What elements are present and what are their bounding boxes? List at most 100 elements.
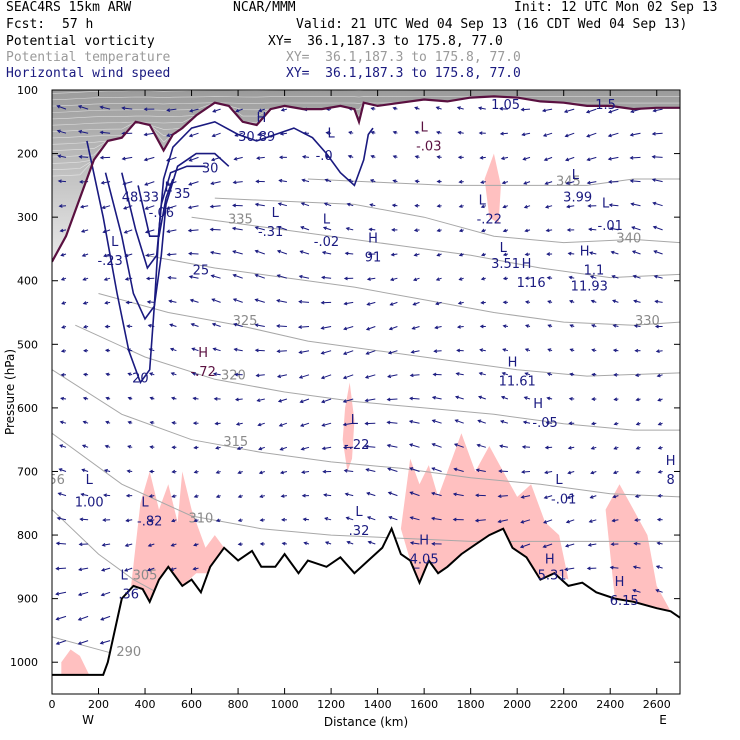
- extremum-label-2: L: [327, 127, 335, 142]
- wind-arrow-471: [586, 156, 597, 162]
- wind-arrow-490: [607, 132, 619, 138]
- wind-arrow-275: [342, 422, 354, 427]
- wind-arrow-69: [121, 106, 133, 111]
- svg-text:1200: 1200: [317, 698, 345, 711]
- wind-arrow-500: [613, 372, 619, 377]
- wind-arrow-295: [364, 444, 376, 449]
- wind-arrow-289: [366, 301, 376, 306]
- wind-arrow-211: [276, 249, 288, 255]
- wind-arrow-251: [320, 300, 332, 305]
- svg-text:1400: 1400: [364, 698, 392, 711]
- wind-arrow-136: [188, 275, 199, 279]
- wind-arrow-382: [480, 276, 486, 281]
- wind-arrow-455: [567, 251, 575, 256]
- wind-arrow-317: [388, 516, 398, 521]
- wind-label-20: 20: [132, 371, 149, 386]
- wind-arrow-283: [370, 155, 376, 159]
- wind-arrow-171: [232, 203, 243, 208]
- wind-arrow-87: [124, 543, 133, 547]
- wind-arrow-472: [586, 180, 597, 185]
- wind-arrow-207: [278, 155, 287, 160]
- svg-text:100: 100: [17, 84, 38, 97]
- wind-arrow-323: [413, 228, 420, 233]
- wind-arrow-466: [565, 519, 575, 524]
- wind-arrow-125: [171, 494, 177, 498]
- wind-arrow-149: [212, 108, 221, 113]
- wind-arrow-327: [411, 326, 420, 330]
- x-tick-2200: 2200: [550, 90, 578, 711]
- wind-arrow-403: [502, 348, 509, 352]
- wind-arrow-236: [299, 398, 310, 404]
- wind-arrow-138: [190, 323, 199, 327]
- wind-arrow-306: [390, 252, 398, 257]
- y-axis-title: Pressure (hPa): [3, 349, 17, 435]
- wind-arrow-223: [281, 541, 287, 546]
- wind-arrow-216: [276, 374, 288, 379]
- wind-arrow-0: [56, 105, 67, 110]
- wind-arrow-543: [657, 421, 663, 426]
- wind-arrow-141: [192, 396, 199, 401]
- wind-arrow-383: [480, 300, 486, 305]
- wind-arrow-76: [124, 277, 133, 281]
- wind-arrow-291: [365, 350, 376, 355]
- wind-arrow-263: [348, 130, 354, 135]
- extremum-label-45: -.82: [137, 515, 162, 530]
- wind-arrow-431: [542, 132, 553, 137]
- valid-time: Valid: 21 UTC Wed 04 Sep 13 (16 CDT Wed …: [296, 17, 688, 32]
- wind-arrow-16: [57, 492, 67, 497]
- wind-arrow-66: [100, 591, 111, 597]
- wind-arrow-363: [458, 252, 464, 257]
- wind-arrow-449: [563, 108, 575, 113]
- theta-label-310: 310: [188, 511, 213, 526]
- wind-arrow-188: [256, 156, 265, 160]
- wind-arrow-150: [211, 132, 221, 138]
- wind-arrow-544: [657, 446, 663, 450]
- wind-arrow-166: [215, 518, 221, 523]
- wind-arrow-497: [612, 299, 619, 304]
- theta-label-340: 340: [616, 232, 641, 247]
- wind-arrow-385: [479, 348, 486, 352]
- wind-arrow-233: [297, 325, 310, 329]
- extremum-label-39: -.22: [344, 438, 369, 453]
- wind-arrow-349: [432, 372, 442, 377]
- wind-arrow-49: [100, 180, 111, 185]
- wind-arrow-416: [524, 228, 531, 233]
- wind-arrow-162: [214, 421, 221, 426]
- wind-arrow-512: [629, 179, 641, 183]
- extremum-label-59: 290: [116, 645, 141, 660]
- wind-arrow-221: [280, 494, 287, 498]
- wind-arrow-13: [59, 420, 67, 425]
- wind-arrow-99: [148, 348, 155, 352]
- wind-arrow-100: [149, 372, 155, 376]
- wind-arrow-145: [193, 494, 199, 498]
- wind-arrow-144: [193, 470, 199, 474]
- wind-arrow-394: [499, 131, 508, 136]
- wind-arrow-111: [166, 156, 177, 162]
- wind-arrow-79: [126, 348, 133, 352]
- wind-arrow-414: [523, 181, 531, 185]
- wind-arrow-177: [233, 347, 243, 352]
- y-tick-500: 500: [17, 338, 680, 351]
- wind-contour-25: [104, 152, 230, 321]
- wind-arrow-28: [80, 229, 89, 233]
- wind-arrow-364: [458, 277, 464, 281]
- wind-arrow-528: [632, 565, 641, 569]
- extremum-label-14: -.02: [314, 235, 339, 250]
- wind-arrow-82: [127, 420, 133, 425]
- extremum-label-25: L: [500, 241, 508, 256]
- wind-arrow-102: [149, 420, 155, 425]
- wind-arrow-352: [431, 443, 442, 448]
- svg-text:1000: 1000: [10, 656, 38, 669]
- wind-arrow-393: [499, 106, 508, 111]
- center-title: NCAR/MMM: [233, 0, 296, 15]
- wind-arrow-96: [145, 276, 155, 281]
- wind-arrow-65: [100, 567, 111, 572]
- wind-arrow-470: [586, 132, 597, 138]
- wind-arrow-180: [235, 422, 243, 426]
- wind-arrow-483: [590, 446, 597, 450]
- x-tick-800: 800: [228, 90, 249, 711]
- wind-arrow-143: [193, 445, 199, 450]
- wind-arrow-457: [569, 299, 575, 304]
- wind-arrow-248: [322, 226, 332, 231]
- wind-arrow-279: [345, 516, 354, 521]
